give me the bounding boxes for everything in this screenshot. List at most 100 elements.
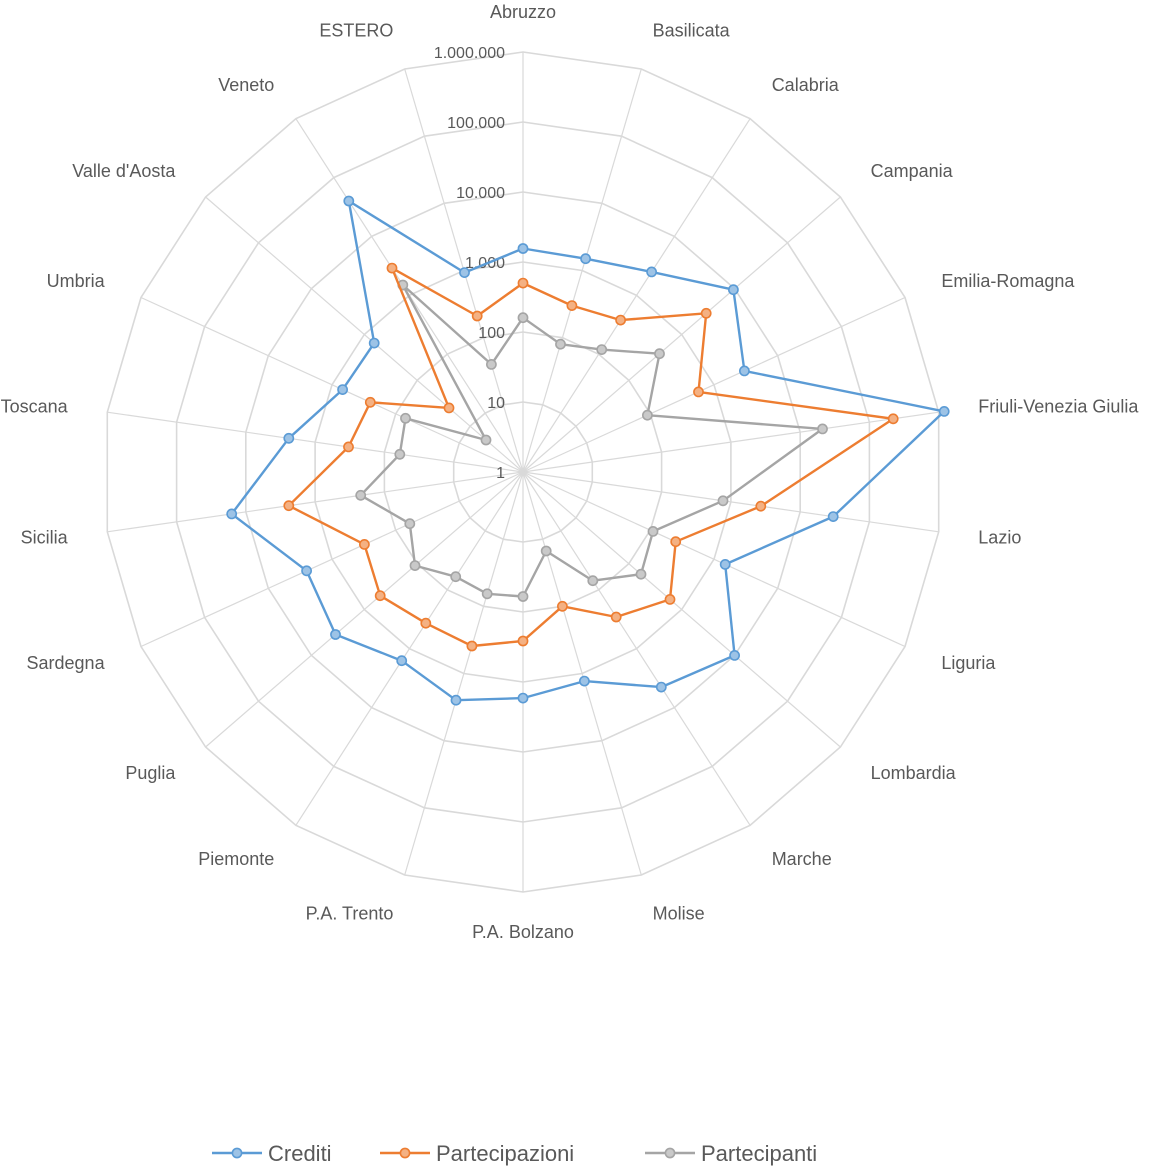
data-point-crediti-2	[646, 266, 657, 278]
tick-label-1: 10	[487, 395, 505, 412]
data-point-partecipanti-8	[635, 568, 647, 580]
data-point-crediti-11	[517, 692, 529, 704]
category-label-4: Emilia-Romagna	[941, 271, 1075, 291]
spoke-line	[522, 196, 841, 473]
data-point-crediti-18	[337, 384, 348, 395]
data-point-partecipazioni-7	[670, 536, 682, 548]
legend-label-partecipazioni: Partecipazioni	[436, 1141, 574, 1166]
spoke-line	[522, 411, 939, 473]
data-point-partecipazioni-0	[517, 277, 529, 289]
series-partecipanti	[355, 279, 828, 602]
category-label-0: Abruzzo	[490, 2, 556, 22]
data-point-crediti-12	[450, 694, 462, 706]
data-point-crediti-5	[938, 405, 950, 417]
spoke-line	[522, 471, 939, 533]
category-label-2: Calabria	[772, 75, 840, 95]
spoke-line	[522, 296, 906, 473]
data-point-partecipazioni-6	[755, 500, 767, 512]
data-point-partecipazioni-18	[364, 396, 376, 408]
spoke-line	[107, 411, 524, 473]
category-label-16: Sicilia	[21, 528, 69, 548]
data-point-crediti-9	[655, 681, 667, 693]
category-label-19: Valle d'Aosta	[72, 161, 176, 181]
series-partecipazioni	[283, 262, 899, 652]
spoke-line	[522, 471, 642, 876]
data-point-crediti-1	[580, 253, 591, 265]
tick-label-2: 100	[478, 325, 505, 342]
data-point-partecipanti-7	[647, 526, 659, 537]
data-point-partecipanti-0	[517, 312, 529, 324]
data-point-partecipanti-4	[642, 409, 653, 421]
series-layer	[226, 195, 950, 706]
data-point-partecipazioni-10	[557, 600, 568, 612]
data-point-partecipanti-18	[400, 412, 411, 424]
data-point-partecipanti-14	[409, 560, 421, 571]
data-point-partecipazioni-13	[420, 617, 432, 629]
data-point-crediti-17	[283, 432, 295, 444]
series-crediti	[226, 195, 950, 706]
data-point-partecipazioni-3	[700, 307, 712, 319]
category-label-13: Piemonte	[198, 849, 274, 869]
data-point-partecipanti-2	[596, 344, 608, 355]
spoke-line	[522, 471, 751, 826]
data-point-partecipazioni-15	[358, 539, 370, 550]
data-point-partecipazioni-17	[343, 441, 354, 453]
category-label-3: Campania	[871, 161, 954, 181]
legend-marker-partecipanti	[664, 1147, 676, 1159]
spoke-line	[140, 296, 524, 473]
data-point-partecipazioni-20	[386, 262, 398, 274]
spoke-line	[295, 471, 524, 826]
data-point-crediti-3	[728, 284, 739, 296]
data-point-partecipanti-9	[587, 575, 599, 587]
data-point-crediti-10	[579, 675, 590, 687]
spoke-line	[205, 196, 524, 473]
category-label-1: Basilicata	[653, 21, 731, 41]
data-point-partecipazioni-2	[615, 314, 626, 326]
tick-label-5: 100.000	[447, 115, 505, 132]
tick-label-0: 1	[496, 465, 505, 482]
spoke-line	[522, 471, 841, 748]
spoke-line	[522, 471, 906, 648]
data-point-crediti-8	[729, 650, 740, 661]
data-point-partecipazioni-14	[374, 590, 386, 602]
legend-item-partecipanti: Partecipanti	[645, 1141, 817, 1166]
data-point-crediti-16	[226, 508, 238, 520]
data-point-partecipanti-10	[540, 545, 552, 557]
radar-grid	[106, 51, 940, 893]
category-label-18: Umbria	[47, 271, 106, 291]
category-label-5: Friuli-Venezia Giulia	[978, 397, 1139, 417]
category-label-8: Lombardia	[871, 763, 957, 783]
legend-label-partecipanti: Partecipanti	[701, 1141, 817, 1166]
data-point-partecipanti-21	[485, 358, 497, 370]
legend-label-crediti: Crediti	[268, 1141, 332, 1166]
series-line-crediti	[230, 199, 946, 702]
data-point-crediti-19	[368, 337, 380, 349]
category-labels: Abruzzo Basilicata Calabria Campania Emilia-…	[1, 2, 1140, 942]
category-label-17: Toscana	[1, 397, 69, 417]
legend-item-crediti: Crediti	[212, 1141, 332, 1166]
data-point-crediti-20	[343, 195, 355, 207]
data-point-crediti-14	[330, 629, 341, 640]
spoke-line	[140, 471, 524, 648]
category-label-11: P.A. Bolzano	[472, 922, 574, 942]
data-point-crediti-21	[459, 267, 470, 278]
data-point-partecipazioni-12	[466, 640, 478, 652]
data-point-partecipazioni-1	[566, 300, 578, 311]
category-label-7: Liguria	[941, 653, 996, 673]
category-label-21: ESTERO	[319, 21, 393, 41]
data-point-partecipazioni-21	[471, 310, 483, 322]
spoke-line	[107, 471, 524, 533]
data-point-crediti-7	[719, 559, 731, 570]
data-point-partecipazioni-11	[517, 635, 529, 647]
spoke-line	[404, 471, 524, 876]
data-point-partecipanti-3	[654, 348, 665, 360]
category-label-10: Molise	[653, 903, 705, 923]
data-point-crediti-15	[301, 565, 312, 577]
tick-label-6: 1.000.000	[434, 45, 505, 62]
legend-marker-partecipazioni	[399, 1147, 411, 1159]
category-label-12: P.A. Trento	[306, 903, 394, 923]
category-label-6: Lazio	[978, 528, 1021, 548]
